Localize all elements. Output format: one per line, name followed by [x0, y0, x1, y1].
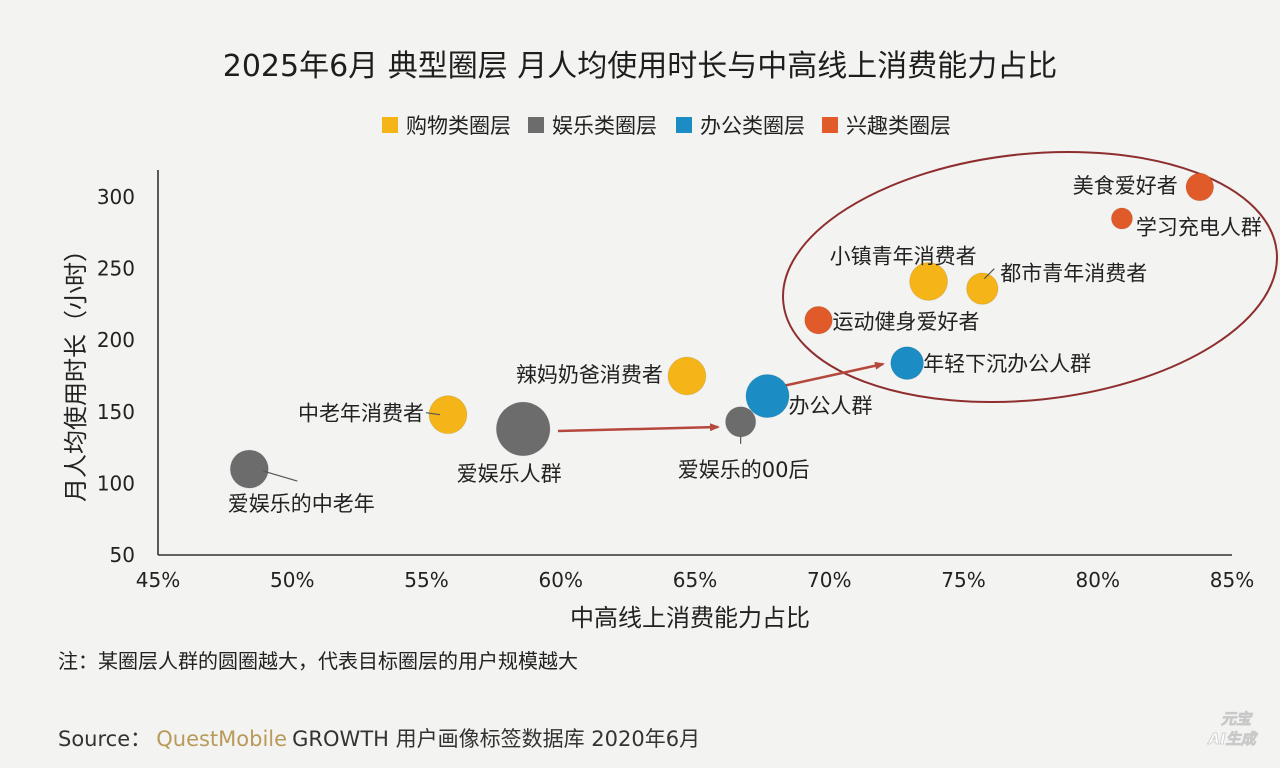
data-point	[725, 406, 757, 438]
label-leader-line	[263, 470, 298, 482]
point-label: 运动健身爱好者	[833, 310, 980, 334]
label-leader-line	[425, 412, 441, 416]
point-label: 办公人群	[788, 394, 872, 418]
legend-label-3: 兴趣类圈层	[846, 114, 951, 138]
highlight-ellipse	[782, 150, 1278, 404]
watermark-line-1: 元宝	[1221, 710, 1253, 728]
y-tick-label: 200	[97, 328, 135, 352]
point-label: 小镇青年消费者	[830, 244, 977, 268]
y-tick-label: 150	[97, 400, 135, 424]
y-tick-label: 300	[97, 185, 135, 209]
point-label: 美食爱好者	[1073, 174, 1178, 198]
legend: 购物类圈层 娱乐类圈层 办公类圈层 兴趣类圈层	[382, 114, 951, 138]
chart-note: 注：某圈层人群的圆圈越大，代表目标圈层的用户规模越大	[58, 649, 578, 673]
x-tick-label: 50%	[270, 568, 314, 592]
label-leader-line	[983, 268, 995, 280]
y-tick-label: 50	[110, 543, 135, 567]
data-point	[1110, 207, 1133, 230]
source-suffix: GROWTH 用户画像标签数据库 2020年6月	[292, 727, 700, 751]
data-point	[804, 305, 833, 335]
data-point	[966, 272, 999, 305]
y-tick-label: 250	[97, 257, 135, 281]
x-axis-label: 中高线上消费能力占比	[570, 604, 810, 632]
point-label: 学习充电人群	[1136, 215, 1262, 239]
legend-swatch-1	[528, 117, 544, 133]
x-tick-label: 55%	[404, 568, 448, 592]
source-prefix: Source：	[58, 727, 151, 751]
legend-label-0: 购物类圈层	[406, 114, 511, 138]
x-tick-label: 60%	[539, 568, 583, 592]
x-tick-label: 65%	[673, 568, 717, 592]
point-label: 辣妈奶爸消费者	[516, 363, 663, 387]
chart-title: 2025年6月 典型圈层 月人均使用时长与中高线上消费能力占比	[223, 49, 1058, 84]
legend-label-1: 娱乐类圈层	[552, 114, 657, 138]
source-brand: QuestMobile	[156, 727, 287, 751]
y-tick-label: 100	[97, 471, 135, 495]
data-point	[909, 261, 949, 301]
point-label: 爱娱乐的中老年	[228, 492, 375, 516]
label-leader-lines	[263, 268, 995, 482]
point-label: 年轻下沉办公人群	[923, 352, 1091, 376]
y-axis-label: 月人均使用时长（小时）	[62, 238, 90, 502]
y-tick-labels: 50 100 150 200 250 300	[97, 185, 135, 567]
data-point	[229, 449, 269, 489]
data-point	[667, 356, 707, 396]
x-tick-label: 80%	[1076, 568, 1120, 592]
data-point	[745, 373, 790, 419]
point-label: 爱娱乐人群	[457, 462, 562, 486]
point-label: 爱娱乐的00后	[678, 458, 810, 482]
legend-swatch-2	[676, 117, 692, 133]
trend-arrow-1	[557, 423, 720, 433]
watermark-line-2: AI生成	[1207, 730, 1258, 748]
x-tick-labels: 45% 50% 55% 60% 65% 70% 75% 80% 85%	[136, 568, 1254, 592]
point-label: 中老年消费者	[298, 402, 424, 426]
data-point	[495, 401, 551, 457]
data-point	[1185, 172, 1215, 202]
x-tick-label: 45%	[136, 568, 180, 592]
data-point	[890, 346, 925, 381]
point-label: 都市青年消费者	[1000, 262, 1147, 286]
legend-swatch-3	[822, 117, 838, 133]
x-tick-label: 85%	[1210, 568, 1254, 592]
legend-label-2: 办公类圈层	[700, 114, 805, 138]
legend-swatch-0	[382, 117, 398, 133]
x-tick-label: 70%	[807, 568, 851, 592]
data-point	[428, 395, 468, 435]
trend-arrow-2	[782, 361, 885, 388]
x-tick-label: 75%	[941, 568, 985, 592]
source-line: Source： QuestMobile GROWTH 用户画像标签数据库 202…	[58, 727, 700, 751]
data-points	[229, 172, 1215, 489]
